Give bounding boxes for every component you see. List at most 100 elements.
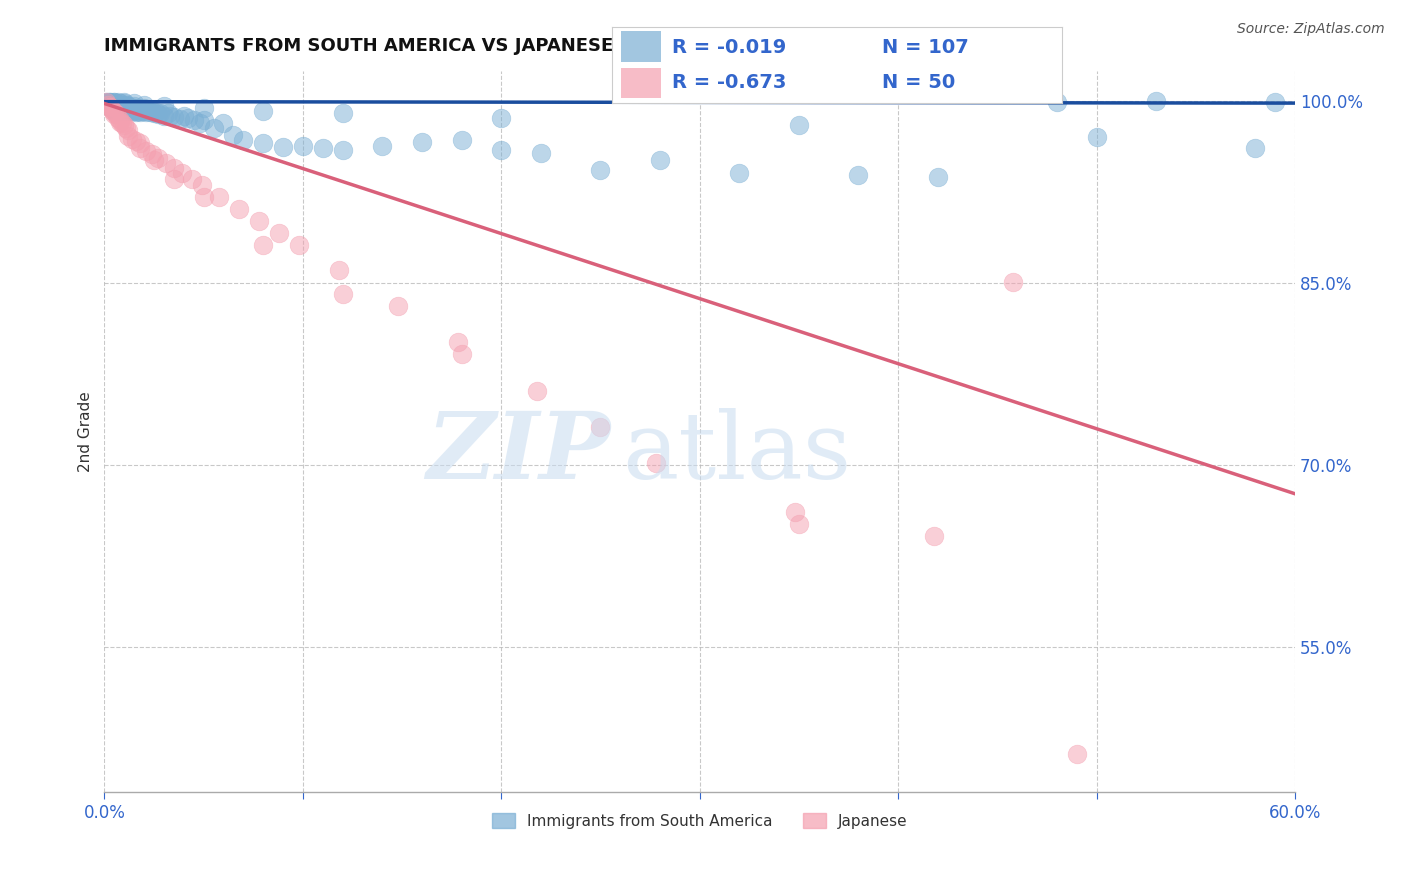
Point (783, 505, 806, 519)
Point (107, 100, 129, 114)
Point (1244, 141, 1267, 155)
Point (145, 105, 167, 120)
Point (139, 105, 162, 120)
Point (129, 105, 152, 120)
Point (180, 171, 202, 186)
Point (193, 113, 215, 128)
Point (787, 118, 810, 132)
Text: ZIP: ZIP (426, 408, 610, 498)
Point (332, 106, 354, 120)
Bar (620, 68, 661, 98)
Point (232, 133, 254, 147)
Point (169, 112, 191, 127)
Point (98, 95, 121, 110)
Point (267, 226, 290, 240)
Point (111, 97, 134, 112)
Point (112, 118, 135, 132)
Point (371, 139, 394, 153)
Point (927, 170, 949, 185)
Point (450, 133, 472, 147)
Point (107, 95, 129, 110)
Point (202, 120, 225, 135)
Point (143, 106, 166, 120)
Text: IMMIGRANTS FROM SOUTH AMERICA VS JAPANESE 2ND GRADE CORRELATION CHART: IMMIGRANTS FROM SOUTH AMERICA VS JAPANES… (104, 37, 960, 55)
Point (648, 153, 671, 168)
Point (159, 109, 181, 123)
Point (153, 109, 176, 123)
Point (112, 101, 135, 115)
Point (1264, 95, 1286, 110)
Point (110, 96, 132, 111)
Text: Source: ZipAtlas.com: Source: ZipAtlas.com (1237, 22, 1385, 37)
Point (163, 171, 186, 186)
Point (125, 105, 148, 120)
Point (153, 99, 176, 113)
Point (103, 100, 125, 114)
Text: R = -0.019: R = -0.019 (672, 37, 786, 57)
Point (129, 103, 152, 117)
Point (173, 109, 195, 123)
Point (98, 100, 121, 114)
Point (193, 101, 215, 115)
Point (103, 107, 125, 121)
Text: N = 107: N = 107 (882, 37, 969, 57)
Point (117, 103, 139, 118)
Point (120, 103, 142, 117)
Point (188, 116, 211, 130)
Point (115, 103, 138, 117)
Point (177, 111, 200, 125)
Point (103, 95, 125, 110)
Point (288, 238, 311, 252)
Point (97, 96, 120, 111)
Point (252, 238, 274, 252)
Point (132, 101, 155, 115)
Point (122, 99, 145, 113)
Point (121, 101, 143, 115)
Point (117, 123, 139, 137)
Point (332, 286, 354, 301)
Point (1144, 94, 1167, 108)
Point (115, 97, 138, 112)
Point (1002, 275, 1025, 289)
Point (103, 95, 125, 110)
Point (190, 178, 212, 192)
Point (387, 299, 409, 313)
Point (1046, 95, 1069, 110)
Point (101, 103, 124, 117)
Point (848, 168, 870, 182)
Point (111, 103, 134, 117)
Point (103, 103, 125, 117)
Point (125, 103, 148, 117)
Point (96, 95, 118, 110)
Point (589, 420, 612, 434)
Point (155, 156, 177, 170)
Point (1066, 747, 1088, 762)
Point (247, 214, 270, 228)
Point (132, 103, 155, 118)
Point (252, 136, 274, 151)
Text: atlas: atlas (623, 408, 852, 498)
Point (291, 139, 314, 153)
Point (222, 128, 245, 142)
Point (110, 113, 132, 128)
Point (156, 106, 179, 120)
Point (103, 97, 125, 112)
Point (491, 143, 513, 157)
Point (141, 147, 163, 161)
Point (163, 110, 186, 124)
Point (129, 136, 152, 151)
Point (143, 153, 166, 168)
Point (96, 95, 118, 110)
Point (101, 99, 124, 113)
Point (115, 100, 138, 114)
Point (311, 141, 333, 155)
Point (117, 99, 139, 113)
Point (97, 97, 120, 112)
Point (110, 101, 132, 115)
Point (491, 111, 513, 125)
Point (170, 165, 193, 179)
Point (101, 101, 124, 115)
Point (411, 135, 433, 149)
Point (922, 529, 945, 543)
Point (163, 161, 186, 175)
